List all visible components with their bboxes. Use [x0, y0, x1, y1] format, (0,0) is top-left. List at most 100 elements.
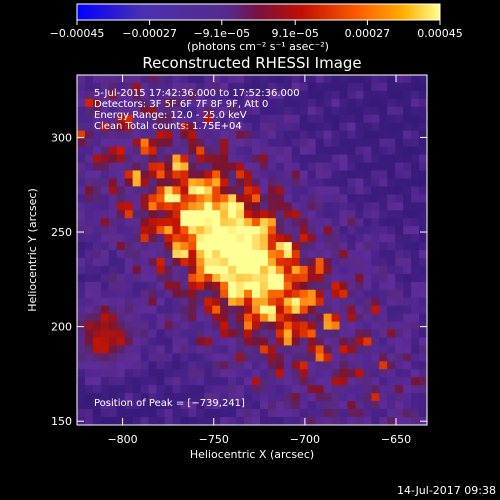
heatmap-cell	[331, 273, 340, 283]
heatmap-cell	[228, 218, 237, 227]
heatmap-cell	[419, 377, 427, 386]
heatmap-cell	[220, 329, 229, 338]
heatmap-cell	[267, 194, 277, 203]
heatmap-cell	[204, 130, 213, 140]
heatmap-cell	[331, 289, 340, 299]
heatmap-cell	[108, 242, 118, 251]
heatmap-cell	[315, 321, 324, 330]
heatmap-cell	[371, 122, 380, 132]
heatmap-cell	[379, 226, 388, 235]
heatmap-cell	[100, 226, 110, 235]
heatmap-cell	[116, 75, 126, 84]
heatmap-cell	[124, 385, 134, 394]
heatmap-cell	[188, 305, 197, 315]
heatmap-cell	[419, 329, 427, 338]
heatmap-cell	[355, 114, 364, 124]
heatmap-cell	[84, 114, 94, 124]
heatmap-cell	[92, 122, 102, 132]
heatmap-cell	[252, 281, 261, 291]
heatmap-cell	[283, 313, 293, 322]
heatmap-cell	[108, 154, 118, 163]
heatmap-cell	[395, 234, 404, 243]
heatmap-cell	[371, 353, 380, 362]
heatmap-cell	[379, 401, 388, 410]
heatmap-cell	[411, 289, 420, 299]
heatmap-cell	[148, 114, 157, 124]
heatmap-cell	[77, 273, 86, 283]
heatmap-cell	[411, 234, 420, 243]
heatmap-cell	[204, 138, 213, 147]
heatmap-cell	[204, 377, 213, 386]
heatmap-cell	[156, 218, 165, 227]
heatmap-cell	[363, 305, 372, 315]
heatmap-cell	[140, 321, 149, 330]
heatmap-cell	[283, 401, 293, 410]
heatmap-cell	[355, 361, 364, 370]
heatmap-cell	[108, 114, 118, 124]
heatmap-cell	[267, 281, 277, 291]
heatmap-cell	[164, 138, 173, 147]
heatmap-cell	[291, 138, 301, 147]
heatmap-cell	[299, 234, 309, 243]
heatmap-cell	[164, 178, 173, 187]
heatmap-cell	[411, 361, 420, 370]
heatmap-cell	[116, 114, 126, 124]
heatmap-cell	[307, 122, 317, 132]
heatmap-cell	[172, 194, 181, 203]
heatmap-cell	[355, 265, 364, 275]
heatmap-cell	[148, 297, 157, 307]
heatmap-cell	[395, 226, 404, 235]
heatmap-cell	[419, 178, 427, 187]
heatmap-cell	[411, 409, 420, 418]
heatmap-cell	[124, 138, 134, 147]
heatmap-cell	[331, 417, 340, 425]
heatmap-cell	[363, 313, 372, 322]
heatmap-cell	[339, 250, 348, 259]
heatmap-cell	[140, 138, 149, 147]
heatmap-cell	[172, 242, 181, 251]
heatmap-cell	[299, 75, 309, 84]
heatmap-cell	[347, 154, 356, 163]
heatmap-cell	[259, 273, 269, 283]
heatmap-cell	[363, 186, 372, 195]
heatmap-cell	[244, 321, 253, 330]
heatmap-cell	[220, 265, 229, 275]
heatmap-cell	[132, 186, 142, 195]
heatmap-cell	[403, 82, 412, 92]
heatmap-cell	[77, 409, 86, 418]
heatmap-cell	[299, 210, 309, 219]
heatmap-cell	[156, 409, 165, 418]
heatmap-cell	[148, 170, 157, 179]
heatmap-cell	[411, 162, 420, 171]
heatmap-cell	[339, 194, 348, 203]
heatmap-cell	[355, 90, 364, 100]
heatmap-cell	[403, 234, 412, 243]
heatmap-cell	[180, 234, 189, 243]
heatmap-cell	[180, 353, 189, 362]
heatmap-cell	[236, 162, 245, 171]
heatmap-cell	[228, 313, 237, 322]
heatmap-cell	[355, 106, 364, 116]
heatmap-cell	[164, 194, 173, 203]
heatmap-cell	[180, 75, 189, 84]
heatmap-cell	[411, 353, 420, 362]
heatmap-cell	[92, 226, 102, 235]
heatmap-cell	[92, 138, 102, 147]
heatmap-cell	[371, 234, 380, 243]
heatmap-cell	[331, 138, 340, 147]
heatmap-cell	[236, 202, 245, 211]
heatmap-cell	[220, 297, 229, 307]
heatmap-cell	[204, 146, 213, 155]
heatmap-cell	[371, 329, 380, 338]
heatmap-cell	[164, 273, 173, 283]
heatmap-cell	[339, 130, 348, 140]
heatmap-cell	[387, 409, 396, 418]
heatmap-cell	[116, 162, 126, 171]
heatmap-cell	[315, 345, 324, 354]
heatmap-cell	[212, 162, 221, 171]
heatmap-cell	[299, 305, 309, 315]
heatmap-cell	[259, 242, 269, 251]
heatmap-cell	[180, 218, 189, 227]
heatmap-cell	[140, 114, 149, 124]
heatmap-cell	[172, 281, 181, 291]
